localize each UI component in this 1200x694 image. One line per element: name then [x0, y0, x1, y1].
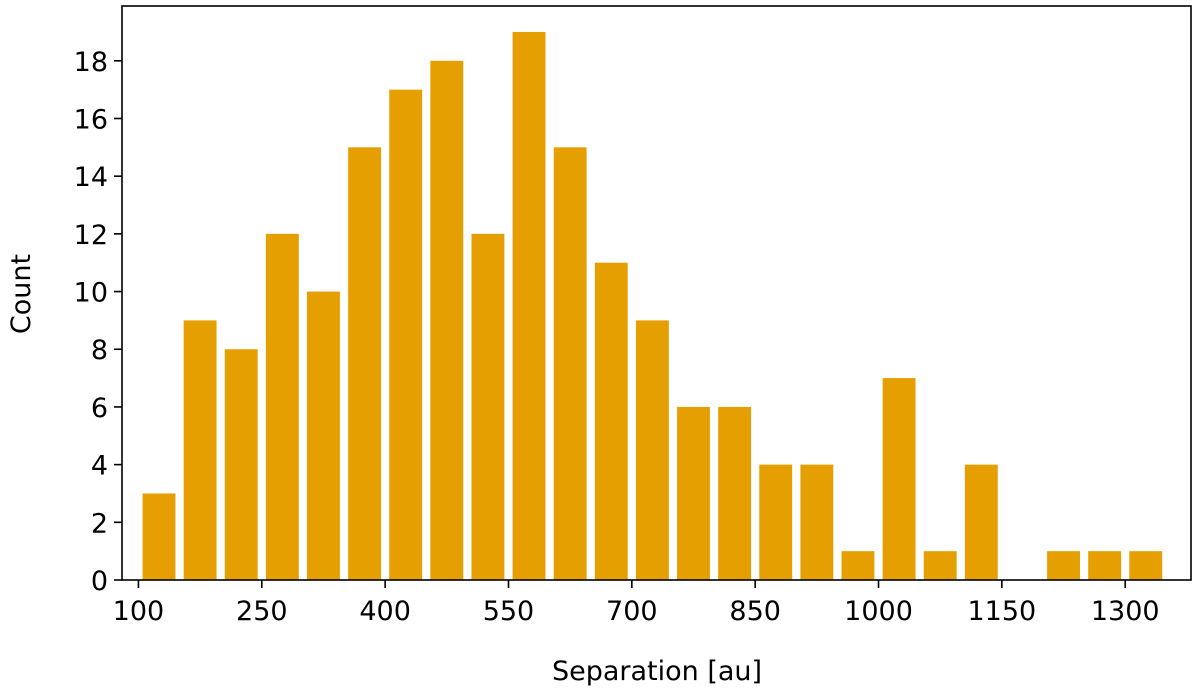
x-tick-label-100: 100 — [113, 596, 165, 627]
y-tick-label-6: 6 — [91, 393, 108, 424]
x-axis-label: Separation [au] — [552, 656, 762, 687]
bar-925 — [800, 464, 834, 580]
bar-1225 — [1047, 551, 1080, 580]
bar-975 — [841, 551, 875, 580]
bar-575 — [512, 31, 546, 581]
bar-175 — [183, 320, 217, 580]
bar-825 — [718, 406, 752, 580]
bar-1075 — [923, 551, 957, 580]
y-tick-label-10: 10 — [74, 278, 108, 309]
axes-group: 100 250 400 550 700 850 1000 1150 1300 0 2 4 6 8 10 12 1… — [74, 5, 1192, 627]
x-tick-label-1000: 1000 — [844, 596, 913, 627]
bar-1325 — [1129, 551, 1163, 580]
plot-frame — [121, 5, 1192, 581]
x-tick-label-550: 550 — [483, 596, 535, 627]
x-tick-label-700: 700 — [606, 596, 658, 627]
bar-225 — [224, 349, 258, 580]
bar-625 — [553, 147, 587, 581]
x-tick-label-400: 400 — [359, 596, 411, 627]
bar-325 — [307, 291, 340, 580]
y-tick-label-4: 4 — [91, 451, 108, 482]
bar-375 — [348, 147, 382, 581]
y-tick-label-12: 12 — [74, 220, 108, 251]
y-tick-label-14: 14 — [74, 162, 108, 193]
bar-725 — [635, 320, 669, 580]
x-tick-label-850: 850 — [729, 596, 781, 627]
bar-425 — [389, 89, 423, 580]
bar-275 — [265, 233, 299, 580]
y-tick-label-2: 2 — [91, 508, 108, 539]
bar-775 — [677, 406, 710, 580]
y-tick-label-18: 18 — [74, 47, 108, 78]
bars-group — [142, 31, 1163, 581]
y-tick-label-8: 8 — [91, 335, 108, 366]
bar-125 — [142, 493, 176, 580]
bar-875 — [759, 464, 793, 580]
x-tick-label-1300: 1300 — [1091, 596, 1160, 627]
y-tick-label-0: 0 — [91, 566, 108, 597]
bar-675 — [594, 262, 628, 580]
bar-475 — [430, 60, 464, 581]
y-axis-label: Count — [6, 254, 37, 334]
bar-1125 — [964, 464, 998, 580]
x-tick-label-250: 250 — [236, 596, 288, 627]
bar-1025 — [882, 378, 916, 580]
y-tick-label-16: 16 — [74, 104, 108, 135]
bar-1275 — [1088, 551, 1122, 580]
bar-525 — [471, 233, 505, 580]
x-tick-label-1150: 1150 — [968, 596, 1037, 627]
